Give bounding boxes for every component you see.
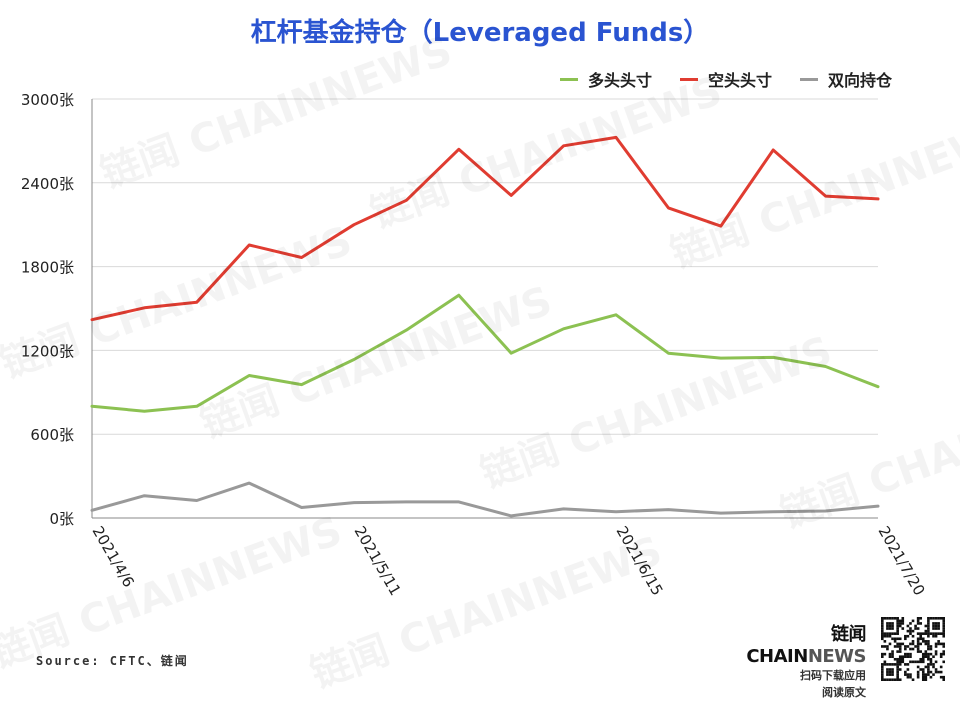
y-tick-label: 2400张 [21,175,74,193]
y-tick-label: 3000张 [21,91,74,109]
legend-item-spread: 双向持仓 [800,67,892,91]
x-tick-label: 2021/6/15 [613,523,667,599]
series-line-1 [90,135,880,322]
legend-label-spread: 双向持仓 [828,71,893,90]
legend-label-long: 多头头寸 [588,71,653,90]
legend-swatch-short [680,77,699,81]
legend: 多头头寸 空头头寸 双向持仓 [560,68,920,90]
brand-name-cn: 链闻 [831,624,867,645]
series-line-0 [90,293,880,413]
legend-item-long: 多头头寸 [560,67,652,91]
brand-block: 链闻 CHAINNEWS 扫码下载应用 阅读原文 [726,620,866,701]
qr-code-icon[interactable] [881,617,945,681]
brand-name: 链闻 CHAINNEWS [726,620,866,667]
y-tick-label: 1200张 [21,342,74,360]
y-tick-label: 0张 [49,510,74,528]
brand-line2: 阅读原文 [822,686,866,699]
brand-name-en-news: NEWS [807,646,867,667]
chart-title: 杠杆基金持仓（Leveraged Funds） [250,18,710,48]
x-tick-label: 2021/7/20 [875,523,929,599]
source-note: Source: CFTC、链闻 [36,654,189,668]
legend-swatch-long [560,77,578,81]
brand-line1: 扫码下载应用 [800,669,866,682]
series-line-2 [90,481,880,518]
x-tick-label: 2021/4/6 [89,523,138,590]
x-tick-label: 2021/5/11 [351,523,405,599]
y-tick-label: 1800张 [21,259,74,277]
brand-name-en: CHAIN [746,646,808,667]
legend-swatch-spread [800,77,819,81]
legend-label-short: 空头头寸 [708,71,773,90]
legend-item-short: 空头头寸 [680,67,772,91]
y-tick-label: 600张 [30,426,74,444]
